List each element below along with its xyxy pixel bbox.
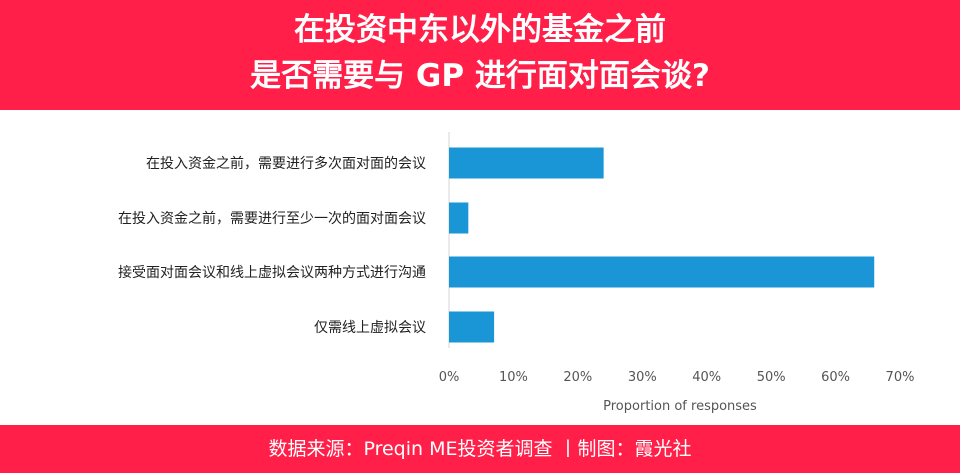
bar-chart: 在投入资金之前，需要进行多次面对面的会议在投入资金之前，需要进行至少一次的面对面… [118,132,915,414]
chart-title-line-2: 是否需要与 GP 进行面对面会谈? [250,58,710,94]
bar-2 [449,202,469,234]
x-tick-label-7: 70% [886,370,915,385]
x-tick-label-4: 40% [692,370,721,385]
category-label-2: 在投入资金之前，需要进行至少一次的面对面会议 [118,210,426,227]
x-tick-label-1: 10% [499,370,528,385]
x-axis-label: Proportion of responses [603,399,757,414]
bar-3 [449,256,875,288]
x-tick-label-6: 60% [821,370,850,385]
bar-4 [449,311,495,343]
category-label-4: 仅需线上虚拟会议 [314,320,426,336]
category-label-1: 在投入资金之前，需要进行多次面对面的会议 [146,155,426,172]
x-tick-label-5: 50% [757,370,786,385]
source-footer: 数据来源：Preqin ME投资者调查 丨制图：霞光社 [0,425,960,473]
x-tick-label-0: 0% [439,370,460,385]
x-tick-label-2: 20% [563,370,592,385]
chart-title-line-1: 在投资中东以外的基金之前 [294,12,666,48]
category-label-3: 接受面对面会议和线上虚拟会议两种方式进行沟通 [118,264,426,281]
x-tick-label-3: 30% [628,370,657,385]
bar-1 [449,147,604,179]
title-banner: 在投资中东以外的基金之前 是否需要与 GP 进行面对面会谈? [0,0,960,110]
